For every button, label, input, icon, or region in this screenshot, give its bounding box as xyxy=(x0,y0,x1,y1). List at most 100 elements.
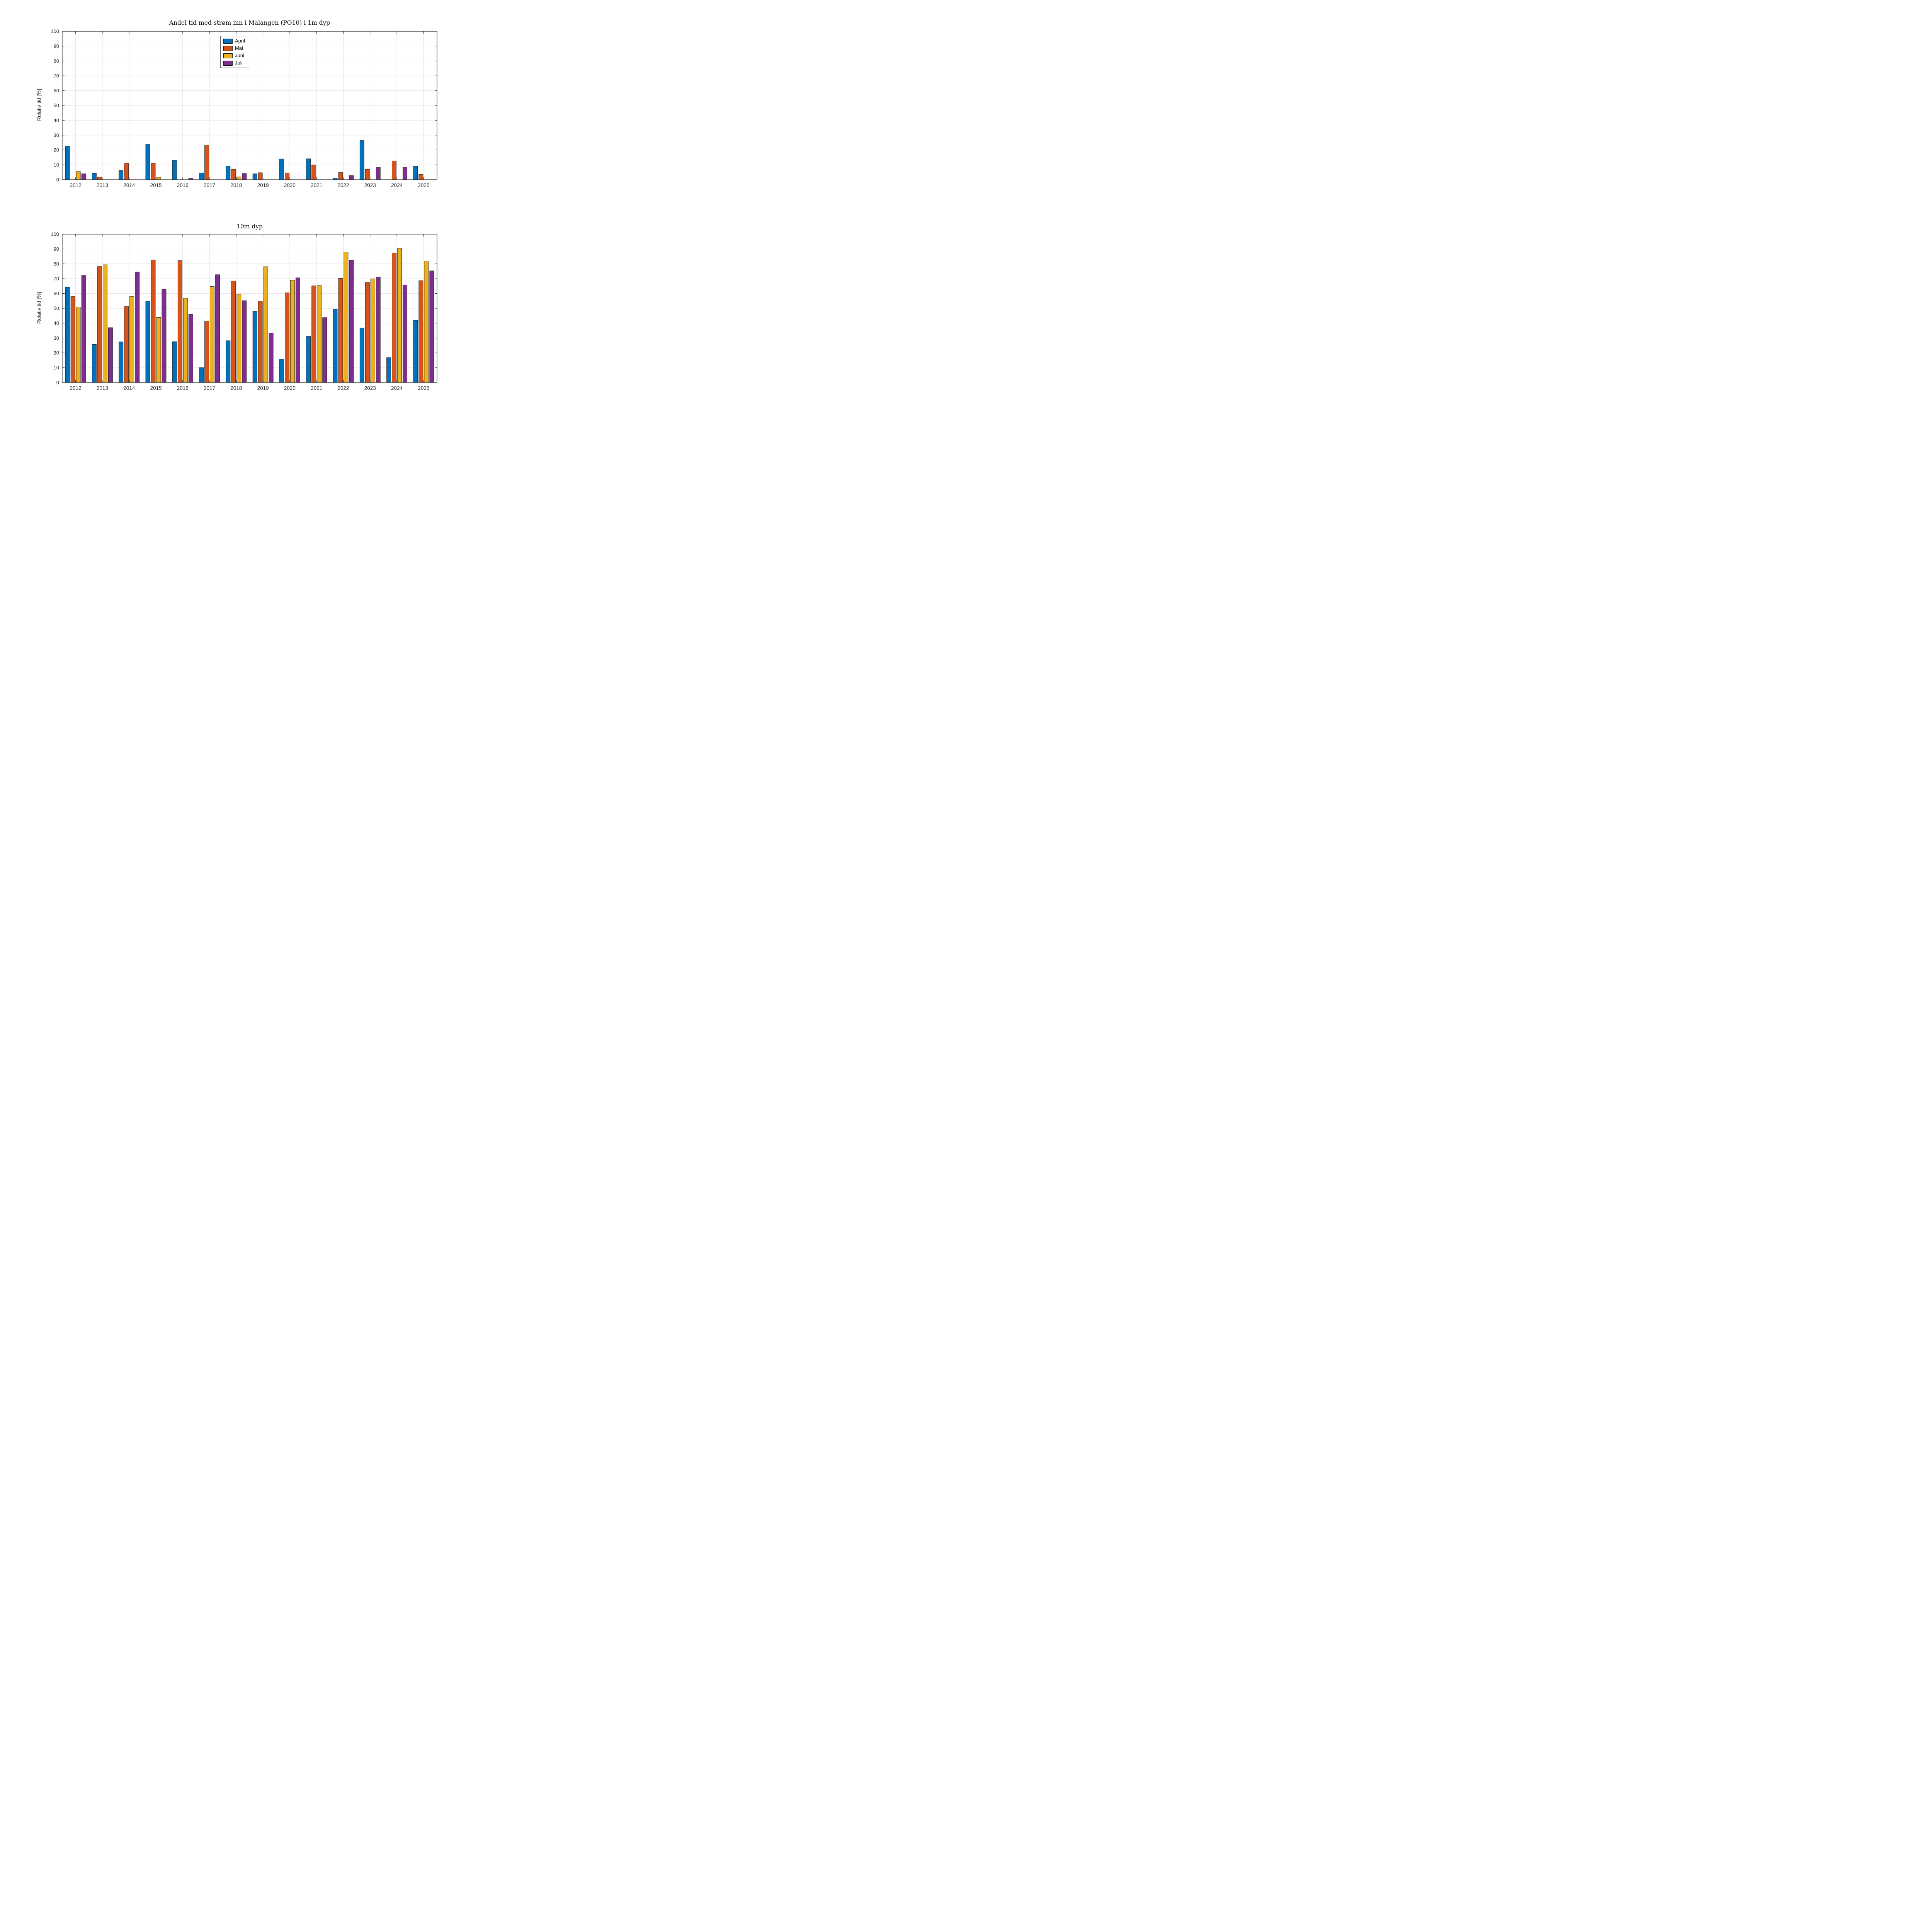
bar-mai-2012 xyxy=(70,296,75,383)
bar-april-2016 xyxy=(172,341,177,383)
y-tick-label: 100 xyxy=(51,29,59,34)
y-tick-label: 60 xyxy=(54,291,59,296)
x-tick-label: 2023 xyxy=(364,182,376,188)
legend-label-juni: Juni xyxy=(235,53,244,58)
bar-april-2013 xyxy=(92,173,97,180)
bar-juni-2014 xyxy=(129,296,134,383)
y-tick-label: 70 xyxy=(54,73,59,79)
legend-item-juli: Juli xyxy=(223,60,245,66)
bar-mai-2024 xyxy=(392,161,396,180)
y-tick-label: 10 xyxy=(54,162,59,168)
y-tick-label: 0 xyxy=(56,177,59,183)
bar-mai-2014 xyxy=(124,306,129,383)
y-tick-label: 60 xyxy=(54,88,59,94)
bar-juli-2020 xyxy=(296,277,300,383)
y-tick-label: 80 xyxy=(54,58,59,64)
bar-juni-2015 xyxy=(156,177,161,180)
bar-april-2025 xyxy=(413,166,418,180)
bar-juli-2022 xyxy=(349,175,354,180)
bar-april-2016 xyxy=(172,160,177,180)
bar-juli-2015 xyxy=(162,289,167,383)
bar-mai-2019 xyxy=(258,172,263,180)
bar-mai-2021 xyxy=(311,286,316,383)
bar-mai-2019 xyxy=(258,301,263,383)
x-tick-label: 2014 xyxy=(123,182,135,188)
x-tick-label: 2014 xyxy=(123,385,135,391)
bar-mai-2015 xyxy=(151,260,156,383)
bar-juni-2012 xyxy=(76,307,81,383)
bar-juli-2019 xyxy=(269,332,274,383)
y-tick-label: 20 xyxy=(54,350,59,356)
bar-april-2021 xyxy=(306,336,311,383)
bar-juli-2012 xyxy=(81,173,86,180)
bar-mai-2023 xyxy=(365,282,370,383)
x-tick-label: 2018 xyxy=(230,385,242,391)
x-tick-label: 2024 xyxy=(391,385,403,391)
bar-mai-2021 xyxy=(311,165,316,180)
bar-april-2018 xyxy=(226,340,231,383)
bar-juli-2013 xyxy=(108,327,113,383)
bar-april-2014 xyxy=(119,170,124,180)
legend-item-april: April xyxy=(223,38,245,44)
bar-mai-2025 xyxy=(418,280,423,383)
x-tick-label: 2016 xyxy=(177,385,189,391)
bar-mai-2022 xyxy=(338,278,343,383)
bar-juli-2012 xyxy=(81,275,86,383)
bar-juli-2016 xyxy=(188,314,193,383)
bar-juli-2024 xyxy=(403,284,407,383)
x-tick-label: 2024 xyxy=(391,182,403,188)
x-tick-label: 2021 xyxy=(311,385,322,391)
y-tick-label: 40 xyxy=(54,320,59,326)
bar-juni-2016 xyxy=(183,298,188,383)
y-tick-label: 10 xyxy=(54,365,59,371)
bar-mai-2017 xyxy=(204,145,209,180)
bar-juni-2023 xyxy=(370,279,375,383)
bar-april-2025 xyxy=(413,320,418,383)
bar-april-2020 xyxy=(279,158,284,180)
x-tick-label: 2022 xyxy=(337,385,349,391)
x-tick-label: 2020 xyxy=(284,385,296,391)
x-tick-label: 2019 xyxy=(257,385,269,391)
bar-juli-2016 xyxy=(188,177,193,180)
y-tick-label: 90 xyxy=(54,246,59,252)
bar-april-2019 xyxy=(252,311,257,383)
y-tick-label: 20 xyxy=(54,147,59,153)
x-tick-label: 2017 xyxy=(204,385,215,391)
bar-mai-2016 xyxy=(177,260,182,383)
bar-april-2014 xyxy=(119,342,124,383)
bar-juni-2022 xyxy=(344,252,349,383)
bar-juni-2020 xyxy=(290,280,295,383)
bar-mai-2022 xyxy=(338,172,343,180)
x-tick-label: 2015 xyxy=(150,182,162,188)
bar-mai-2023 xyxy=(365,169,370,180)
bar-april-2023 xyxy=(359,328,364,383)
bar-juli-2018 xyxy=(242,173,247,180)
y-tick-label: 100 xyxy=(51,231,59,237)
x-tick-label: 2025 xyxy=(418,182,429,188)
x-tick-label: 2016 xyxy=(177,182,189,188)
bar-april-2022 xyxy=(333,309,338,383)
legend-label-april: April xyxy=(235,38,245,44)
bar-juli-2018 xyxy=(242,300,247,383)
bar-april-2017 xyxy=(199,172,204,180)
x-tick-label: 2021 xyxy=(311,182,322,188)
bar-april-2012 xyxy=(65,146,70,180)
bar-juni-2019 xyxy=(263,266,268,383)
x-tick-label: 2012 xyxy=(70,182,82,188)
y-tick-label: 90 xyxy=(54,43,59,49)
chart-title-10m-dyp: 10m dyp xyxy=(236,223,263,230)
legend-swatch-juli xyxy=(223,60,233,66)
matlab-figure: Andel tid med strøm inn i Malangen (PO10… xyxy=(0,0,483,430)
bar-april-2015 xyxy=(145,301,150,383)
x-tick-label: 2022 xyxy=(337,182,349,188)
bar-juli-2024 xyxy=(403,167,407,180)
legend-swatch-april xyxy=(223,38,233,44)
bar-april-2017 xyxy=(199,367,204,383)
bar-juli-2023 xyxy=(376,277,381,383)
y-tick-label: 50 xyxy=(54,103,59,109)
bar-april-2013 xyxy=(92,344,97,383)
bar-juni-2018 xyxy=(236,177,242,180)
bar-juli-2021 xyxy=(322,317,327,383)
chart-title-1m-dyp: Andel tid med strøm inn i Malangen (PO10… xyxy=(169,19,330,26)
x-tick-label: 2017 xyxy=(204,182,215,188)
